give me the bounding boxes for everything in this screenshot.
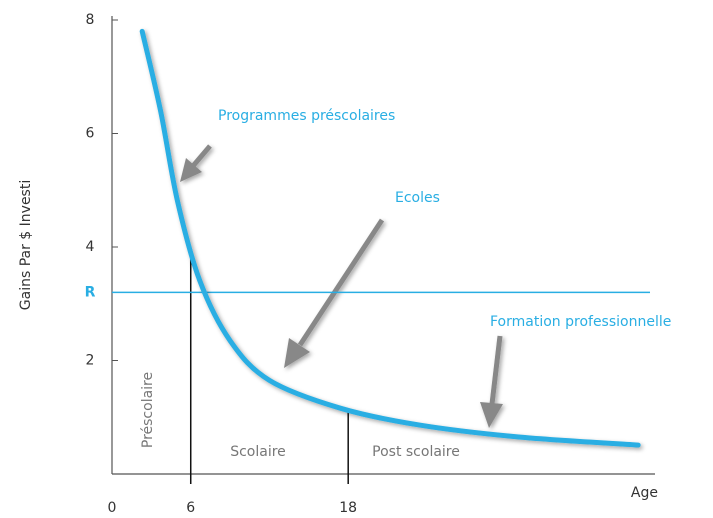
region-label: Post scolaire (372, 444, 460, 460)
annotation: Formation professionnelle (490, 314, 671, 330)
x-tick-label: 6 (186, 500, 195, 516)
curve (139, 28, 641, 448)
y-tick-label: 4 (86, 239, 95, 255)
annotation: Ecoles (395, 190, 440, 206)
arrows (180, 144, 503, 428)
y-axis-label: Gains Par $ Investi (18, 180, 34, 310)
x-axis-label: Age (631, 485, 658, 501)
annotation: Programmes préscolaires (218, 108, 395, 124)
y-tick-label: 6 (86, 126, 95, 142)
x-tick-label: 18 (339, 500, 357, 516)
y-tick-label: 2 (86, 353, 95, 369)
y-tick-label: 8 (86, 12, 95, 28)
reference-label: R (85, 284, 96, 300)
x-tick-label: 0 (108, 500, 117, 516)
region-label: Scolaire (230, 444, 286, 460)
region-label: Préscolaire (140, 372, 156, 448)
